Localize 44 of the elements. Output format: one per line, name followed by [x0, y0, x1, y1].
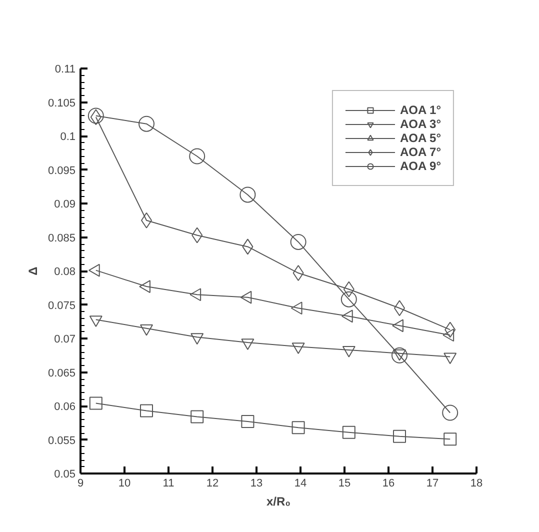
- y-tick-label: 0.055: [48, 434, 76, 447]
- x-tick-label: 11: [162, 478, 174, 490]
- y-tick-label: 0.065: [48, 367, 76, 380]
- legend-label: AOA 7°: [400, 145, 441, 159]
- point: [393, 430, 406, 443]
- x-tick-label: 14: [294, 478, 307, 490]
- y-tick-label: 0.09: [54, 198, 76, 210]
- point: [240, 186, 256, 203]
- point: [442, 404, 458, 421]
- y-tick-label: 0.06: [54, 401, 76, 413]
- point: [89, 396, 102, 410]
- point: [140, 404, 153, 418]
- y-tick-label: 0.1: [60, 131, 76, 143]
- legend-label: AOA 9°: [400, 159, 441, 173]
- y-tick-label: 0.05: [54, 468, 76, 480]
- x-axis-title: x/R₀: [266, 494, 291, 508]
- y-tick-label: 0.105: [48, 97, 76, 110]
- x-tick-label: 18: [470, 478, 483, 490]
- x-tick-label: 15: [338, 478, 351, 490]
- y-tick-label: 0.08: [54, 266, 76, 278]
- x-tick-label: 17: [426, 478, 439, 490]
- x-tick-label: 10: [118, 478, 131, 490]
- y-tick-label: 0.11: [54, 64, 76, 76]
- y-axis-title: Δ: [26, 266, 40, 276]
- legend-label: AOA 5°: [400, 131, 441, 145]
- point: [340, 291, 357, 308]
- point: [342, 426, 356, 439]
- y-tick-label: 0.095: [48, 164, 76, 177]
- legend-label: AOA 1°: [400, 103, 441, 117]
- x-tick-label: 12: [206, 478, 219, 490]
- y-tick-label: 0.07: [54, 334, 76, 346]
- point: [241, 415, 254, 428]
- x-tick-label: 13: [250, 478, 263, 490]
- point: [189, 148, 206, 164]
- legend-label: AOA 3°: [400, 117, 441, 131]
- point: [292, 421, 305, 434]
- point: [190, 410, 204, 424]
- point: [444, 432, 457, 446]
- point: [138, 116, 154, 132]
- x-tick-label: 16: [382, 478, 395, 490]
- y-tick-label: 0.085: [48, 232, 76, 244]
- point: [290, 234, 306, 250]
- y-tick-label: 0.075: [48, 300, 76, 312]
- x-tick-label: 9: [77, 478, 84, 490]
